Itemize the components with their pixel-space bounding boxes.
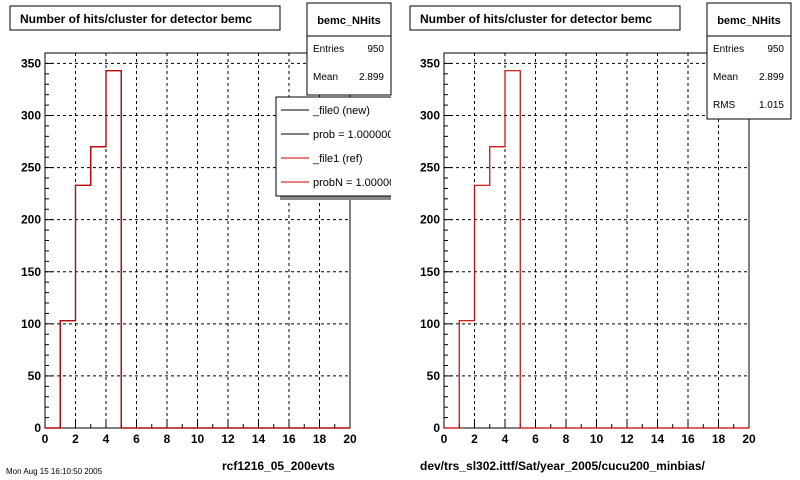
x-tick-label-left-7: 14 [252,432,266,446]
y-tick-label-right-0: 0 [433,421,440,435]
y-tick-label-left-2: 100 [21,317,41,331]
y-tick-label-right-5: 250 [420,161,440,175]
x-tick-label-left-4: 8 [164,432,171,446]
x-tick-label-left-5: 10 [191,432,205,446]
y-tick-label-left-7: 350 [21,56,41,70]
stats-value-mean-right: 2.899 [759,72,784,83]
footer-run-label: rcf1216_05_200evts [222,459,335,473]
x-tick-label-right-6: 12 [620,432,634,446]
x-tick-label-right-1: 2 [471,432,478,446]
histogram-series-left-1 [45,70,350,429]
chart-title-right: Number of hits/cluster for detector bemc [420,12,652,26]
x-tick-label-left-9: 18 [313,432,327,446]
x-tick-label-right-5: 10 [590,432,604,446]
x-tick-label-right-8: 16 [681,432,695,446]
title-box-left: Number of hits/cluster for detector bemc [9,5,281,31]
series-right [444,70,749,429]
stats-value-rms-right: 1.015 [759,100,784,111]
stats-name-right: bemc_NHits [717,15,781,27]
stats-label-rms-right: RMS [713,100,736,111]
y-tick-label-right-4: 200 [420,213,440,227]
stats-value-mean-left: 2.899 [359,72,384,83]
legend-label-new: _file0 (new) [312,105,370,117]
y-tick-label-right-6: 300 [420,109,440,123]
legend-label-ref: _file1 (ref) [312,153,363,165]
stats-box-left: bemc_NHits Entries 950 Mean 2.899 [306,2,392,96]
stats-label-mean-right: Mean [713,72,738,83]
stats-value-entries-right: 950 [767,44,784,55]
stats-label-mean-left: Mean [313,72,338,83]
y-tick-label-right-7: 350 [420,56,440,70]
x-tick-label-left-1: 2 [72,432,79,446]
x-tick-label-right-2: 4 [502,432,509,446]
stats-label-entries-left: Entries [313,44,344,55]
stats-box-right: bemc_NHits Entries 950 Mean 2.899 RMS 1.… [706,2,792,120]
x-tick-label-right-10: 20 [742,432,756,446]
x-tick-label-right-4: 8 [563,432,570,446]
y-tick-label-left-0: 0 [34,421,41,435]
x-tick-label-left-8: 16 [282,432,296,446]
y-tick-label-right-3: 150 [420,265,440,279]
x-tick-label-right-0: 0 [441,432,448,446]
x-tick-label-right-3: 6 [532,432,539,446]
x-tick-label-left-10: 20 [343,432,357,446]
x-tick-label-right-9: 18 [712,432,726,446]
chart-title-left: Number of hits/cluster for detector bemc [20,12,252,26]
footer-timestamp: Mon Aug 15 16:10:50 2005 [6,467,103,476]
y-tick-label-right-2: 100 [420,317,440,331]
title-box-right: Number of hits/cluster for detector bemc [409,5,681,31]
x-tick-label-left-6: 12 [221,432,235,446]
y-tick-label-left-4: 200 [21,213,41,227]
x-tick-label-left-2: 4 [103,432,110,446]
y-tick-label-left-5: 250 [21,161,41,175]
stats-value-entries-left: 950 [367,44,384,55]
legend-left: _file0 (new) prob = 1.000000 _file1 (ref… [275,96,401,206]
y-tick-label-left-1: 50 [28,369,42,383]
x-tick-label-left-0: 0 [42,432,49,446]
x-tick-label-left-3: 6 [133,432,140,446]
grid-right [444,53,749,428]
stats-name-left: bemc_NHits [317,15,381,27]
y-tick-label-left-6: 300 [21,109,41,123]
x-tick-label-right-7: 14 [651,432,665,446]
legend-label-prob: prob = 1.000000 [313,129,393,141]
histogram-series-right-0 [444,70,749,429]
footer-path-label: dev/trs_sl302.ittf/Sat/year_2005/cucu200… [420,459,705,473]
legend-label-probn: probN = 1.000000 [313,177,401,189]
y-tick-label-right-1: 50 [427,369,441,383]
stats-label-entries-right: Entries [713,44,744,55]
y-tick-label-left-3: 150 [21,265,41,279]
series-left [45,70,350,429]
